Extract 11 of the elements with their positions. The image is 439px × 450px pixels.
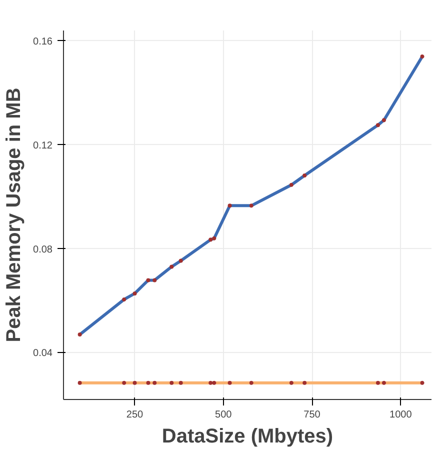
x-axis-title: DataSize (Mbytes) [162,426,334,448]
line-series [78,54,424,337]
x-tick-label: 1000 [390,410,412,420]
y-tick-label: 0.08 [33,244,53,256]
y-tick-label: 0.12 [33,140,53,152]
y-tick-label: 0.04 [33,348,53,360]
x-tick-label: 250 [126,410,144,420]
y-axis-title: Peak Memory Usage in MB [3,88,26,342]
x-tick-label: 750 [304,410,321,420]
y-tick-label: 0.16 [33,36,53,48]
x-tick-label: 500 [215,410,232,420]
